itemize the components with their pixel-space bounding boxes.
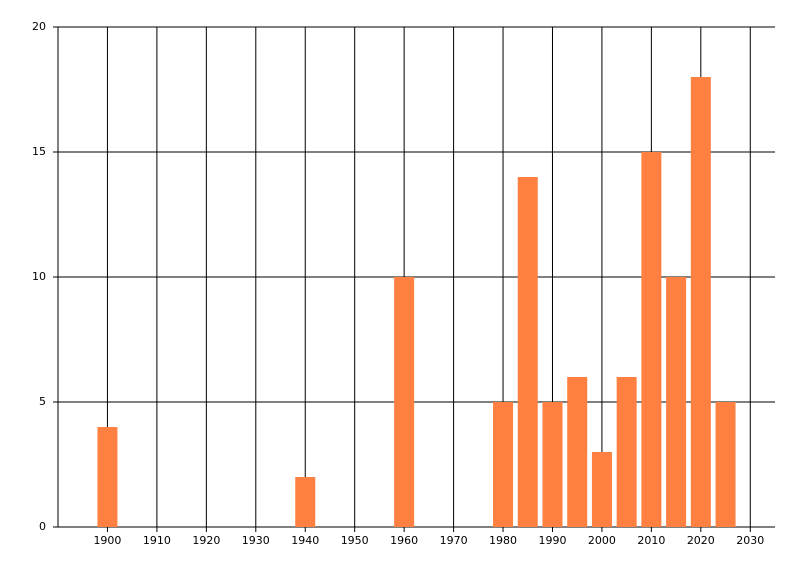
x-tick-label: 1920: [192, 534, 220, 547]
x-tick-label: 2030: [736, 534, 764, 547]
x-tick-label: 1980: [489, 534, 517, 547]
x-tick-label: 1960: [390, 534, 418, 547]
bar: [591, 452, 612, 527]
x-tick-label: 2020: [687, 534, 715, 547]
bar: [97, 427, 118, 527]
bar: [517, 177, 538, 527]
bar: [666, 277, 687, 527]
x-tick-label: 1900: [93, 534, 121, 547]
bar: [690, 77, 711, 527]
x-tick-label: 1950: [341, 534, 369, 547]
x-tick-label: 1940: [291, 534, 319, 547]
bar: [641, 152, 662, 527]
x-tick-label: 1970: [440, 534, 468, 547]
y-tick-label: 10: [32, 270, 46, 283]
y-tick-label: 20: [32, 20, 46, 33]
bar: [394, 277, 415, 527]
y-tick-label: 0: [39, 520, 46, 533]
x-tick-label: 1910: [143, 534, 171, 547]
y-tick-label: 5: [39, 395, 46, 408]
x-tick-label: 1930: [242, 534, 270, 547]
y-tick-label: 15: [32, 145, 46, 158]
x-tick-label: 2000: [588, 534, 616, 547]
bar: [295, 477, 316, 527]
bar: [542, 402, 563, 527]
x-tick-label: 1990: [538, 534, 566, 547]
bar: [715, 402, 736, 527]
bar: [493, 402, 514, 527]
bar: [616, 377, 637, 527]
x-tick-label: 2010: [637, 534, 665, 547]
bar: [567, 377, 588, 527]
